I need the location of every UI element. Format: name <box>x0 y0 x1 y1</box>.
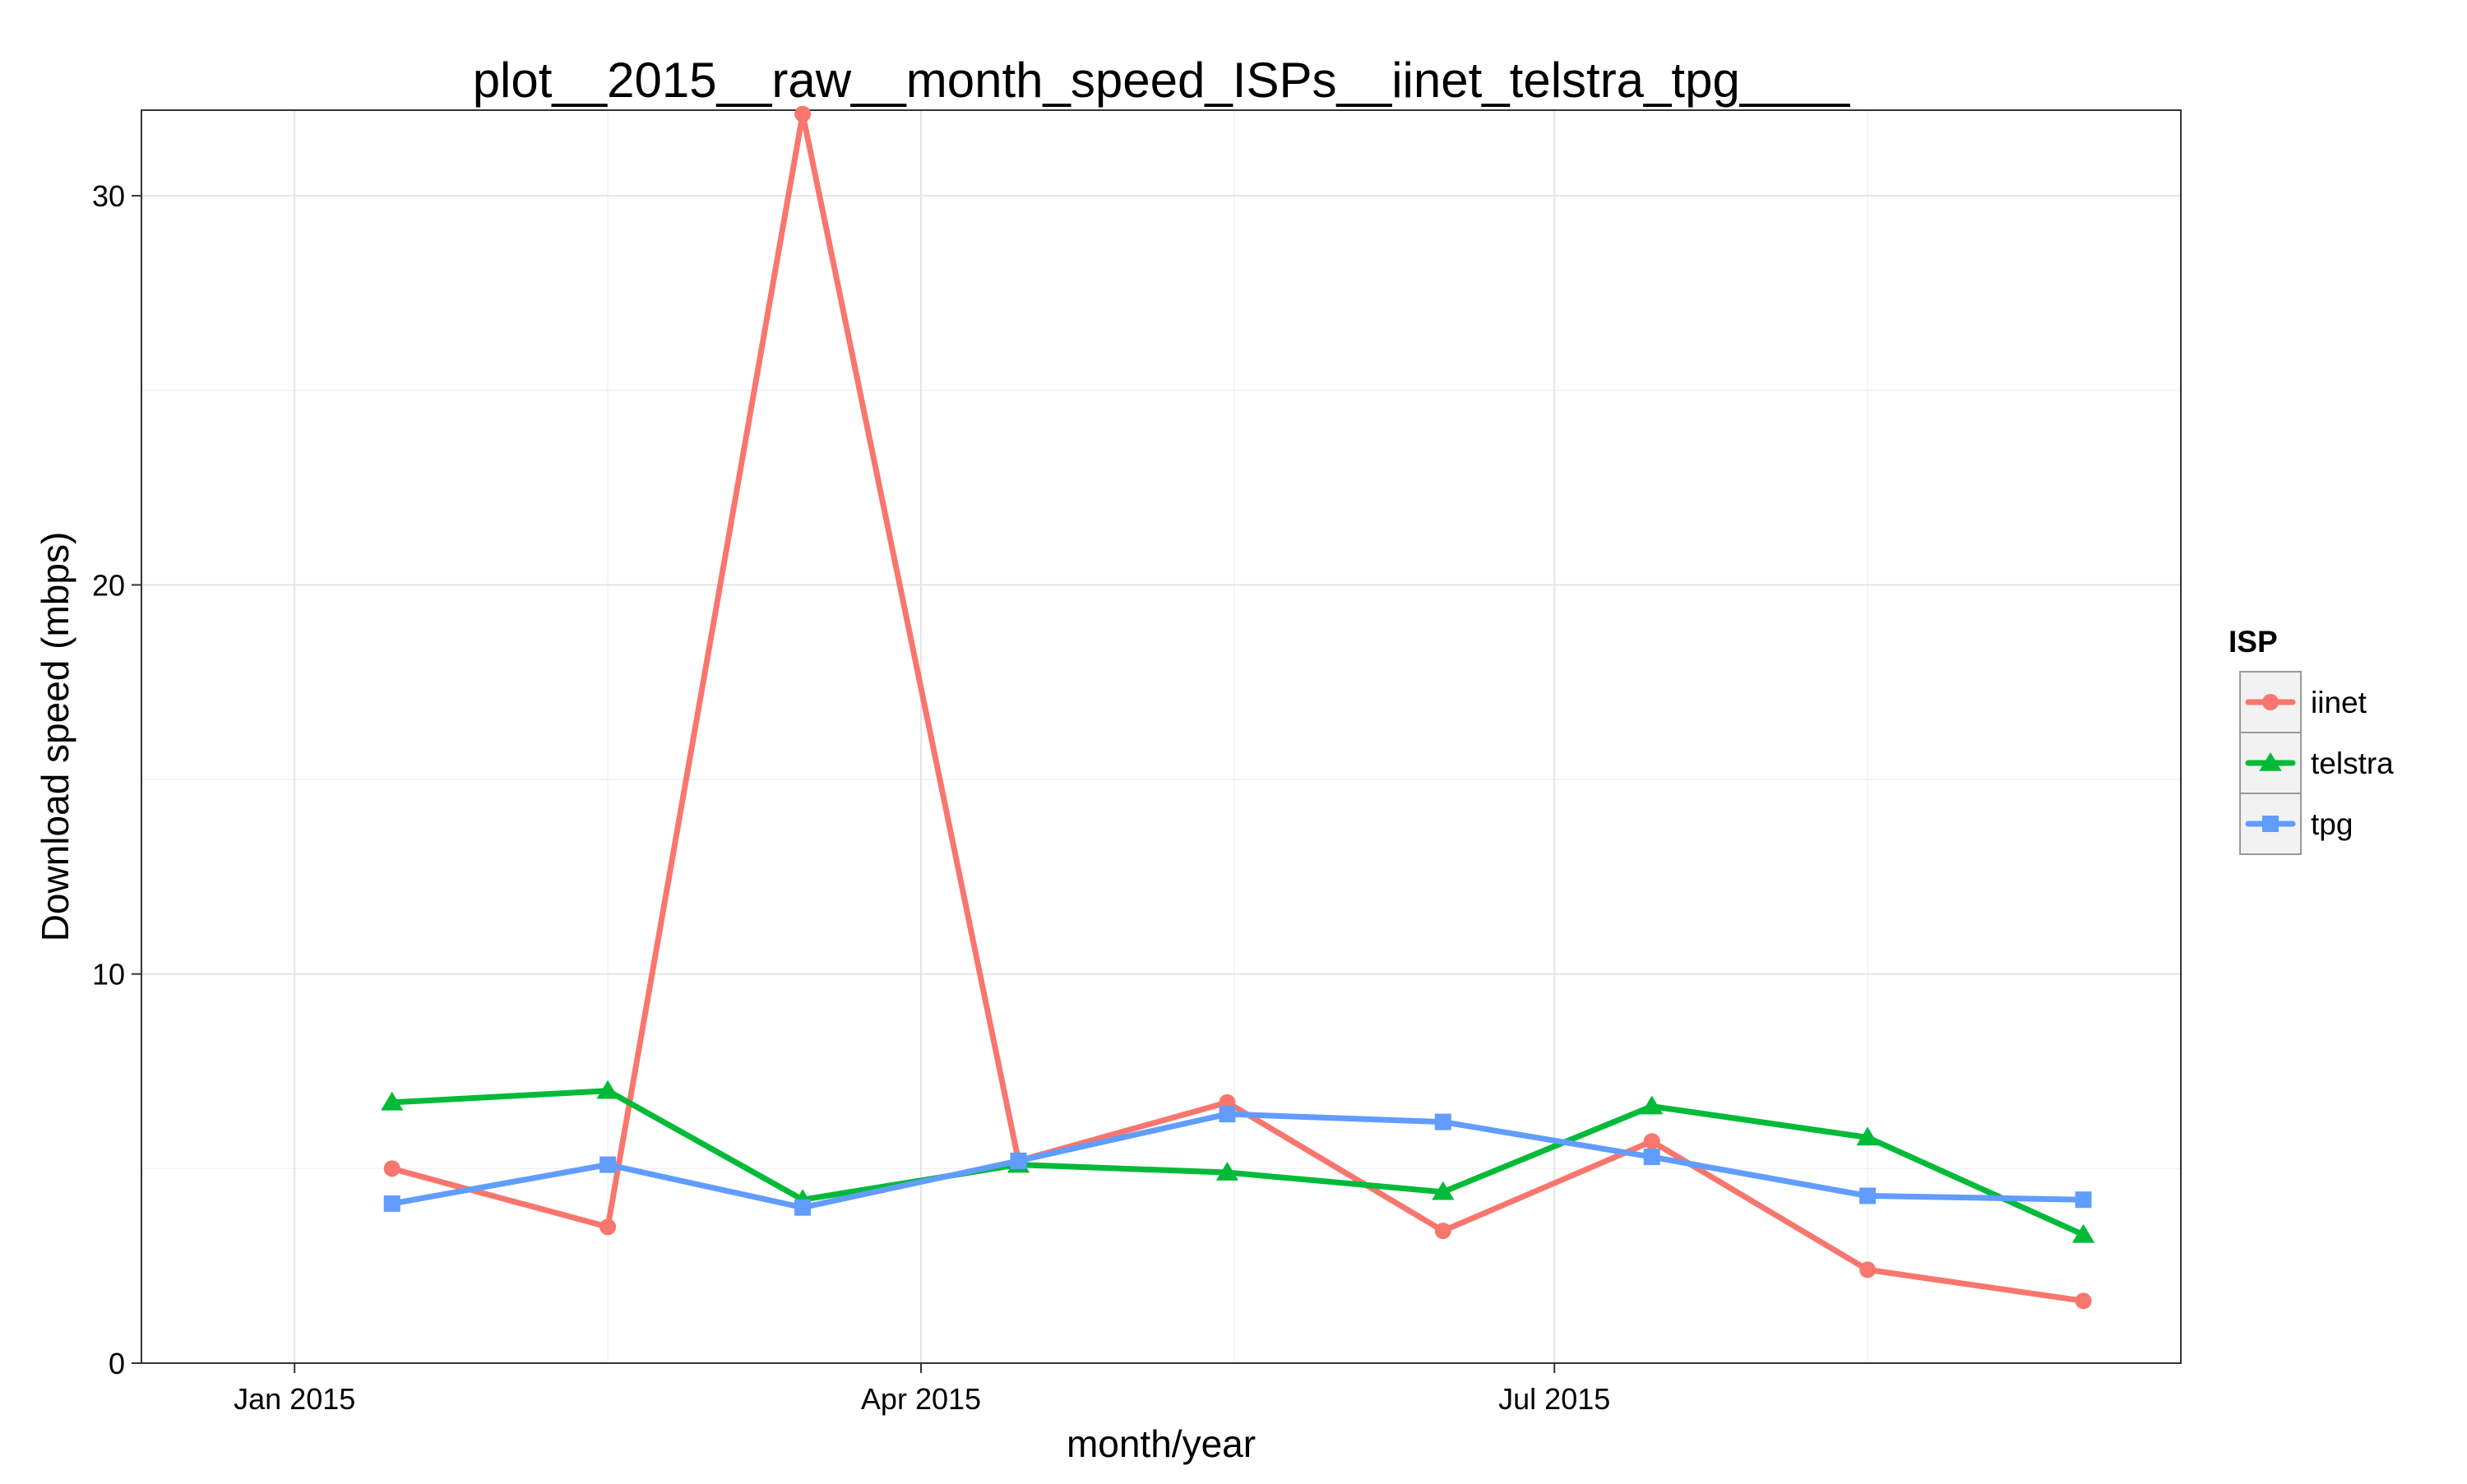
data-point-telstra <box>2071 1223 2095 1243</box>
data-point-tpg <box>1010 1152 1027 1169</box>
data-point-telstra <box>381 1091 404 1111</box>
series-iinet <box>383 105 2092 1310</box>
data-point-tpg <box>1434 1113 1451 1130</box>
y-axis-title: Download speed (mbps) <box>34 532 76 942</box>
y-tick-label: 30 <box>92 179 125 213</box>
y-tick-label: 20 <box>92 568 125 602</box>
y-tick-label: 0 <box>109 1347 125 1380</box>
legend-item-iinet: iinet <box>2239 671 2367 733</box>
data-point-tpg <box>2075 1191 2092 1209</box>
grid <box>141 110 2181 1364</box>
legend-label-telstra: telstra <box>2311 747 2394 780</box>
axes: 0 10 20 30 Jan 2015 Apr 2015 Jul 2015 <box>92 179 1610 1416</box>
data-point-telstra <box>1856 1126 1879 1146</box>
data-point-tpg <box>1219 1106 1236 1123</box>
data-point-tpg <box>383 1195 400 1212</box>
series-tpg <box>383 1106 2092 1216</box>
series <box>381 105 2095 1310</box>
legend-label-iinet: iinet <box>2311 686 2367 719</box>
data-point-telstra <box>596 1079 619 1099</box>
data-point-tpg <box>1643 1149 1660 1166</box>
data-point-tpg <box>794 1199 812 1216</box>
data-point-iinet <box>1859 1261 1877 1278</box>
data-point-telstra <box>1432 1181 1455 1200</box>
data-point-iinet <box>383 1160 400 1177</box>
data-point-iinet <box>1434 1223 1451 1240</box>
legend-marker-tpg <box>2262 816 2279 832</box>
legend-items: iinet telstra tpg <box>2239 671 2394 855</box>
legend-item-tpg: tpg <box>2239 793 2353 855</box>
y-tick-label: 10 <box>92 958 125 992</box>
legend-marker-telstra <box>2259 752 2282 771</box>
data-point-iinet <box>2075 1292 2092 1310</box>
x-axis-title: month/year <box>1067 1422 1256 1465</box>
legend: ISP iinet telstra tpg <box>2229 625 2394 855</box>
x-tick-label: Jan 2015 <box>234 1382 355 1416</box>
data-point-iinet <box>794 105 812 123</box>
series-line-iinet <box>389 111 2086 1304</box>
data-point-telstra <box>1641 1095 1664 1115</box>
series-line-tpg <box>389 1111 2086 1211</box>
plot-panel <box>141 109 2182 1364</box>
legend-label-tpg: tpg <box>2311 807 2353 841</box>
x-tick-label: Jul 2015 <box>1498 1382 1610 1416</box>
series-telstra <box>381 1079 2095 1243</box>
legend-marker-iinet <box>2262 694 2279 710</box>
legend-title: ISP <box>2229 625 2278 659</box>
data-point-tpg <box>1859 1187 1877 1204</box>
data-point-iinet <box>1643 1133 1660 1150</box>
data-point-telstra <box>1215 1162 1239 1181</box>
x-tick-label: Apr 2015 <box>861 1382 981 1416</box>
data-point-iinet <box>599 1218 617 1236</box>
data-point-tpg <box>599 1156 617 1173</box>
chart-title: plot__2015__raw__month_speed_ISPs__iinet… <box>473 53 1851 108</box>
legend-item-telstra: telstra <box>2239 732 2394 794</box>
